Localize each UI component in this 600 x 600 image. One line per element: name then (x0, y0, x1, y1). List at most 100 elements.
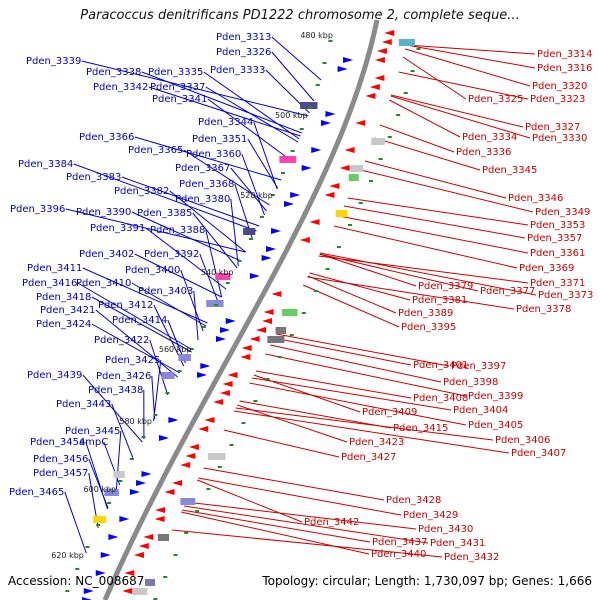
gene-label-left[interactable]: Pden_3425 (105, 355, 160, 366)
gene-label-right[interactable]: Pden_3320 (532, 81, 587, 92)
gene-label-left[interactable]: Pden_3456 (33, 454, 88, 465)
gene-label-left[interactable]: Pden_3383 (66, 172, 121, 183)
gene-label-left[interactable]: Pden_3380 (175, 194, 230, 205)
gene-label-right[interactable]: Pden_3314 (537, 49, 592, 60)
gene-label-right[interactable]: Pden_3349 (535, 207, 590, 218)
gene-label-left[interactable]: Pden_3396 (10, 204, 65, 215)
gene-label-right[interactable]: Pden_3378 (516, 304, 571, 315)
leader-line-right (302, 284, 400, 328)
gene-label-left[interactable]: Pden_3391 (90, 223, 145, 234)
gene-label-right[interactable]: Pden_3431 (430, 538, 485, 549)
gene-label-right[interactable]: Pden_3371 (530, 278, 585, 289)
gene-label-right[interactable]: Pden_3399 (468, 391, 523, 402)
gene-label-left[interactable]: Pden_3342 (93, 82, 148, 93)
gene-label-right[interactable]: Pden_3428 (386, 495, 441, 506)
gene-label-right[interactable]: Pden_3330 (532, 133, 587, 144)
gene-label-right[interactable]: Pden_3379 (418, 281, 473, 292)
gene-label-right[interactable]: Pden_3325 (468, 94, 523, 105)
gene-label-right[interactable]: Pden_3404 (453, 405, 508, 416)
reverse-gene-arrow (344, 147, 355, 153)
gene-label-left[interactable]: Pden_3412 (98, 300, 153, 311)
gene-label-right[interactable]: Pden_3397 (451, 361, 506, 372)
gene-label-left[interactable]: Pden_3410 (76, 278, 131, 289)
gene-label-left[interactable]: Pden_3422 (94, 335, 149, 346)
gene-label-right[interactable]: Pden_3406 (495, 435, 550, 446)
gene-label-left[interactable]: Pden_3465 (9, 487, 64, 498)
gene-label-right[interactable]: Pden_3323 (530, 94, 585, 105)
gene-label-left[interactable]: Pden_3411 (27, 263, 82, 274)
gene-label-left[interactable]: Pden_3418 (36, 292, 91, 303)
gene-label-right[interactable]: Pden_3408 (413, 393, 468, 404)
gene-label-right[interactable]: Pden_3346 (508, 193, 563, 204)
gene-label-right[interactable]: Pden_3357 (527, 233, 582, 244)
gene-label-left[interactable]: Pden_3333 (210, 65, 265, 76)
gene-label-left[interactable]: Pden_3402 (79, 249, 134, 260)
gene-label-left[interactable]: Pden_3445 (65, 426, 120, 437)
gene-label-right[interactable]: Pden_3373 (538, 290, 593, 301)
gene-label-left[interactable]: Pden_3351 (192, 134, 247, 145)
gene-label-right[interactable]: Pden_3407 (511, 448, 566, 459)
gene-label-left[interactable]: Pden_3403 (138, 286, 193, 297)
gene-label-left[interactable]: ampC (79, 437, 108, 448)
forward-gene-arrow (337, 66, 348, 72)
gene-label-left[interactable]: Pden_3313 (216, 32, 271, 43)
gene-label-right[interactable]: Pden_3432 (444, 552, 499, 563)
gene-label-left[interactable]: Pden_3443 (56, 399, 111, 410)
gene-label-left[interactable]: Pden_3416 (22, 278, 77, 289)
gene-label-right[interactable]: Pden_3440 (371, 549, 426, 560)
gene-label-left[interactable]: Pden_3368 (179, 179, 234, 190)
gene-label-right[interactable]: Pden_3369 (519, 263, 574, 274)
gene-label-left[interactable]: Pden_3439 (27, 370, 82, 381)
gene-label-right[interactable]: Pden_3334 (462, 132, 517, 143)
leader-line-left (82, 374, 143, 443)
gene-label-left[interactable]: Pden_3388 (150, 225, 205, 236)
gene-label-left[interactable]: Pden_3385 (137, 208, 192, 219)
gene-label-left[interactable]: Pden_3400 (125, 265, 180, 276)
gene-label-left[interactable]: Pden_3382 (114, 186, 169, 197)
gene-label-right[interactable]: Pden_3389 (398, 308, 453, 319)
gene-label-left[interactable]: Pden_3421 (40, 305, 95, 316)
gene-label-left[interactable]: Pden_3414 (112, 315, 167, 326)
gene-label-right[interactable]: Pden_3430 (418, 524, 473, 535)
gene-label-right[interactable]: Pden_3316 (537, 63, 592, 74)
gene-label-right[interactable]: Pden_3336 (456, 147, 511, 158)
gene-label-right[interactable]: Pden_3377 (480, 286, 535, 297)
gene-label-right[interactable]: Pden_3345 (482, 165, 537, 176)
gene-label-right[interactable]: Pden_3398 (443, 377, 498, 388)
gene-label-left[interactable]: Pden_3365 (128, 145, 183, 156)
gene-label-left[interactable]: Pden_3392 (144, 249, 199, 260)
gene-label-left[interactable]: Pden_3335 (148, 67, 203, 78)
gene-label-right[interactable]: Pden_3401 (413, 360, 468, 371)
gene-label-left[interactable]: Pden_3339 (26, 56, 81, 67)
gene-label-right[interactable]: Pden_3427 (341, 452, 396, 463)
gene-label-right[interactable]: Pden_3381 (412, 295, 467, 306)
gene-label-left[interactable]: Pden_3390 (76, 207, 131, 218)
gene-label-left[interactable]: Pden_3326 (216, 47, 271, 58)
gene-label-right[interactable]: Pden_3429 (403, 510, 458, 521)
gene-label-left[interactable]: Pden_3426 (96, 371, 151, 382)
gene-label-left[interactable]: Pden_3341 (152, 94, 207, 105)
gene-label-left[interactable]: Pden_3366 (79, 132, 134, 143)
gene-label-left[interactable]: Pden_3438 (88, 385, 143, 396)
gene-label-right[interactable]: Pden_3437 (372, 537, 427, 548)
gene-label-left[interactable]: Pden_3454 (30, 437, 85, 448)
gene-label-left[interactable]: Pden_3457 (33, 468, 88, 479)
gene-label-right[interactable]: Pden_3361 (530, 248, 585, 259)
gene-label-right[interactable]: Pden_3405 (468, 420, 523, 431)
gene-label-left[interactable]: Pden_3344 (198, 117, 253, 128)
gene-label-left[interactable]: Pden_3360 (186, 149, 241, 160)
gene-label-left[interactable]: Pden_3337 (150, 82, 205, 93)
gene-label-left[interactable]: Pden_3384 (18, 159, 73, 170)
leader-line-right (402, 56, 467, 100)
gene-label-left[interactable]: Pden_3338 (86, 67, 141, 78)
gene-label-right[interactable]: Pden_3415 (393, 423, 448, 434)
gene-label-right[interactable]: Pden_3327 (525, 122, 580, 133)
gene-label-left[interactable]: Pden_3424 (36, 319, 91, 330)
gene-label-right[interactable]: Pden_3395 (401, 322, 456, 333)
gene-label-right[interactable]: Pden_3442 (304, 517, 359, 528)
gene-label-right[interactable]: Pden_3423 (349, 437, 404, 448)
gene-label-right[interactable]: Pden_3353 (530, 220, 585, 231)
gene-label-left[interactable]: Pden_3367 (175, 163, 230, 174)
gene-label-right[interactable]: Pden_3409 (362, 407, 417, 418)
